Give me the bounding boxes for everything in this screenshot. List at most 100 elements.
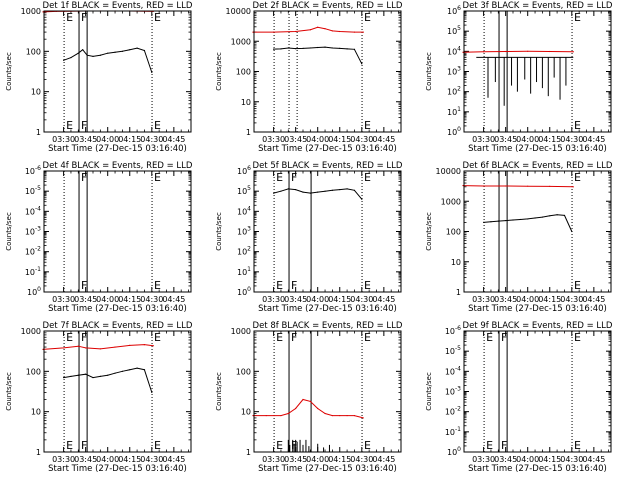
series-lld <box>252 26 364 33</box>
y-tick-label: 103 <box>447 66 461 77</box>
x-tick-label: 03:30 <box>52 295 75 304</box>
data-point <box>549 50 551 53</box>
marker-label-bottom: E <box>364 119 371 132</box>
marker-label-bottom: E <box>154 279 161 292</box>
x-tick-label: 03:30 <box>52 455 75 464</box>
marker-label-bottom: E <box>154 439 161 452</box>
plot-frame <box>253 330 402 453</box>
y-tick-label: 103 <box>237 226 251 237</box>
marker-label-bottom: E <box>276 279 283 292</box>
x-tick-label: 04:15 <box>538 135 561 144</box>
data-point <box>77 52 79 54</box>
marker-label-top: E <box>364 331 371 344</box>
x-tick-label: 04:15 <box>538 455 561 464</box>
data-point <box>287 47 289 49</box>
data-point <box>121 50 123 52</box>
panel-det-5f: Det 5f BLACK = Events, RED = LLD Counts/s… <box>215 161 403 314</box>
data-point <box>324 28 326 30</box>
marker-label-top: E <box>364 171 371 184</box>
data-point <box>85 347 87 349</box>
y-tick-label: 10-5 <box>445 345 461 356</box>
x-tick-label: 04:30 <box>350 295 373 304</box>
x-tick-label: 03:45 <box>74 295 97 304</box>
y-axis-label: Counts/sec <box>5 372 13 411</box>
x-tick-label: 03:45 <box>494 455 517 464</box>
marker-label-top: F <box>81 331 87 344</box>
x-tick-label: 04:45 <box>372 135 395 144</box>
y-tick-label: 106 <box>447 5 461 16</box>
data-point <box>114 372 116 374</box>
data-point <box>353 48 356 50</box>
marker-label-top: E <box>364 11 371 24</box>
data-point <box>302 191 304 193</box>
series-line <box>462 185 574 188</box>
series-events <box>483 214 573 233</box>
y-axis-label: Counts/sec <box>5 212 13 251</box>
plot-frame <box>43 330 192 453</box>
panel-det-2f: Det 2f BLACK = Events, RED = LLD Counts/s… <box>215 1 403 154</box>
data-point <box>549 185 551 187</box>
data-point <box>114 51 116 53</box>
data-point <box>353 414 356 417</box>
data-point <box>99 54 101 56</box>
data-point <box>70 56 72 59</box>
data-point <box>549 215 551 217</box>
data-point <box>331 189 333 191</box>
y-tick-label: 10000 <box>436 167 461 176</box>
data-point <box>527 218 529 220</box>
x-tick-label: 03:30 <box>262 295 285 304</box>
y-axis-label: Counts/sec <box>215 52 223 91</box>
marker-label-bottom: E <box>66 119 73 132</box>
data-point <box>353 189 356 191</box>
data-point <box>151 391 153 394</box>
marker-label-top: E <box>574 331 581 344</box>
series-line <box>253 398 364 419</box>
data-point <box>362 31 364 33</box>
y-tick-label: 10 <box>31 88 41 97</box>
data-point <box>287 412 289 415</box>
y-tick-label: 1 <box>36 128 41 137</box>
panel-title: Det 3f BLACK = Events, RED = LLD <box>463 1 613 11</box>
y-tick-label: 1 <box>36 448 41 457</box>
x-tick-label: 04:00 <box>96 455 119 464</box>
x-axis-label: Start Time (27-Dec-15 03:16:40) <box>258 304 397 314</box>
data-point <box>346 414 348 417</box>
data-point <box>114 346 116 348</box>
x-tick-label: 04:45 <box>372 295 395 304</box>
data-point <box>143 49 146 52</box>
data-point <box>63 347 65 349</box>
data-point <box>143 369 146 371</box>
x-tick-label: 04:00 <box>306 295 329 304</box>
panel-det-8f: Det 8f BLACK = Events, RED = LLD Counts/s… <box>215 321 403 474</box>
series-lld <box>462 184 574 188</box>
data-point <box>143 344 146 346</box>
data-point <box>136 47 138 49</box>
y-tick-label: 1000 <box>21 327 41 336</box>
marker-label-top: F <box>81 171 87 184</box>
x-tick-label: 04:15 <box>328 455 351 464</box>
data-point <box>85 373 87 375</box>
y-tick-label: 10-1 <box>445 426 461 437</box>
data-point <box>129 49 131 51</box>
x-tick-label: 04:45 <box>162 135 185 144</box>
data-point <box>92 55 94 57</box>
y-tick-label: 10-5 <box>25 185 41 196</box>
data-point <box>339 47 341 50</box>
x-tick-label: 04:30 <box>560 455 583 464</box>
y-tick-label: 100 <box>26 47 41 56</box>
x-tick-label: 04:00 <box>306 135 329 144</box>
x-axis-label: Start Time (27-Dec-15 03:16:40) <box>468 464 607 474</box>
y-tick-label: 101 <box>237 266 251 277</box>
data-point <box>129 369 131 371</box>
series-events <box>63 367 153 394</box>
data-point <box>572 51 574 53</box>
y-tick-label: 100 <box>236 68 251 77</box>
data-point <box>152 345 154 347</box>
data-point <box>505 219 507 222</box>
y-tick-label: 100 <box>447 446 461 457</box>
data-point <box>563 214 566 217</box>
series-events <box>63 47 153 74</box>
panel-det-7f: Det 7f BLACK = Events, RED = LLD Counts/s… <box>5 321 193 474</box>
data-point <box>309 47 311 49</box>
plot-frame <box>43 170 192 293</box>
